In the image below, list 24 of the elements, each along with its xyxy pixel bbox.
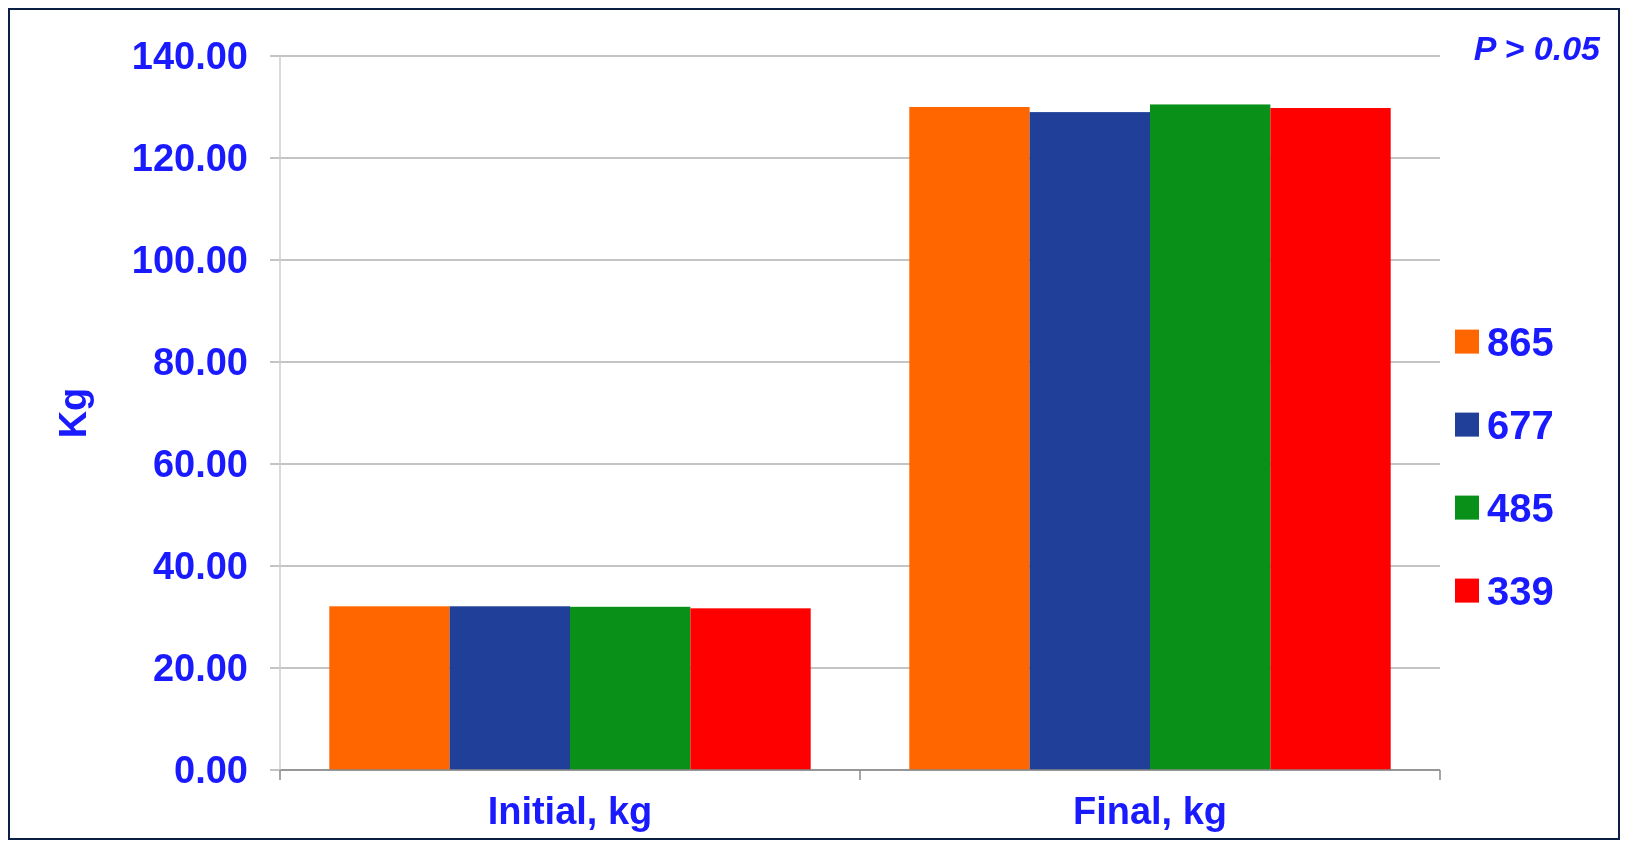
y-tick-label: 60.00 bbox=[152, 443, 248, 486]
bar bbox=[570, 606, 691, 770]
bar bbox=[1029, 112, 1150, 770]
y-tick-label: 140.00 bbox=[131, 35, 248, 78]
x-tick-label: Initial, kg bbox=[487, 790, 653, 832]
y-tick-label: 80.00 bbox=[152, 341, 248, 384]
y-tick-label: 100.00 bbox=[131, 239, 248, 282]
y-tick-label: 0.00 bbox=[174, 749, 248, 792]
y-tick-label: 120.00 bbox=[131, 137, 248, 180]
bar bbox=[690, 608, 811, 770]
legend-label: 339 bbox=[1487, 568, 1554, 613]
y-axis-title: Kg bbox=[52, 387, 94, 439]
bar bbox=[449, 606, 570, 770]
legend-label: 677 bbox=[1487, 402, 1554, 447]
bar bbox=[1270, 108, 1391, 770]
legend-label: 865 bbox=[1487, 319, 1554, 364]
bar bbox=[329, 606, 450, 770]
text: P > 0.05 bbox=[1473, 29, 1602, 67]
bar bbox=[909, 107, 1030, 770]
legend-label: 485 bbox=[1487, 485, 1554, 530]
y-tick-label: 20.00 bbox=[152, 647, 248, 690]
x-tick-label: Final, kg bbox=[1072, 790, 1228, 832]
bar bbox=[1150, 104, 1271, 770]
y-tick-label: 40.00 bbox=[152, 545, 248, 588]
